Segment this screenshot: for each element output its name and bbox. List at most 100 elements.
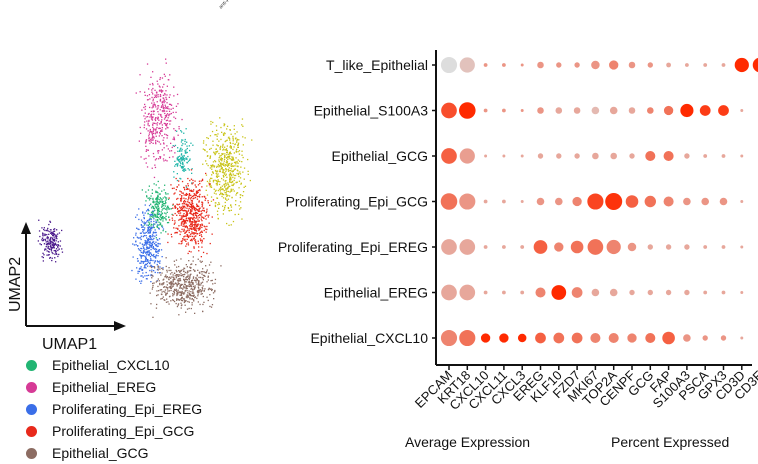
expression-dot xyxy=(703,245,708,249)
umap-cell-point xyxy=(155,129,157,131)
umap-cell-point xyxy=(198,220,200,222)
umap-cell-point xyxy=(183,205,185,208)
umap-cell-point xyxy=(194,209,196,211)
umap-cell-point xyxy=(151,243,153,245)
umap-cell-point xyxy=(195,232,197,234)
umap-cell-point xyxy=(155,139,157,142)
umap-cell-point xyxy=(222,153,224,155)
umap-cell-point xyxy=(198,281,200,284)
umap-cell-point xyxy=(161,124,163,126)
umap-cell-point xyxy=(157,180,159,183)
umap-cell-point xyxy=(160,298,162,300)
umap-cell-point xyxy=(191,220,194,223)
umap-cell-point xyxy=(143,217,145,220)
umap-cell-point xyxy=(156,80,158,82)
umap-cell-point xyxy=(203,209,205,212)
umap-cell-point xyxy=(214,278,217,281)
umap-cell-point xyxy=(173,95,175,97)
umap-cell-point xyxy=(138,270,141,273)
umap-cell-point xyxy=(176,159,178,161)
umap-cell-point xyxy=(192,269,195,271)
umap-cell-point xyxy=(151,269,153,271)
umap-cell-point xyxy=(173,128,175,130)
umap-cell-point xyxy=(168,96,170,98)
umap-cell-point xyxy=(201,242,203,244)
umap-cell-point xyxy=(207,200,209,202)
umap-cell-point xyxy=(168,108,170,110)
umap-cell-point xyxy=(191,231,193,233)
expression-dot xyxy=(628,107,636,114)
umap-cell-point xyxy=(161,205,163,207)
umap-cell-point xyxy=(209,305,211,308)
umap-cell-point xyxy=(178,128,180,130)
umap-cell-point xyxy=(56,238,58,240)
umap-cell-point xyxy=(194,239,196,241)
umap-cell-point xyxy=(149,226,151,228)
umap-cell-point xyxy=(137,272,139,274)
umap-cell-point xyxy=(194,194,196,197)
umap-cell-point xyxy=(144,264,146,266)
umap-cell-point xyxy=(188,260,190,262)
umap-cell-point xyxy=(53,246,55,248)
umap-cell-point xyxy=(162,139,164,141)
umap-cell-point xyxy=(172,138,174,140)
umap-cell-point xyxy=(37,240,39,242)
umap-cell-point xyxy=(171,146,173,149)
umap-cell-point xyxy=(185,158,187,160)
umap-cell-point xyxy=(150,203,152,205)
umap-cell-point xyxy=(154,271,156,274)
umap-cell-point xyxy=(146,240,148,242)
umap-cell-point xyxy=(175,231,177,234)
umap-cell-point xyxy=(143,232,145,234)
umap-cell-point xyxy=(162,94,165,96)
umap-cell-point xyxy=(233,174,235,177)
umap-cell-point xyxy=(195,230,198,232)
umap-cell-point xyxy=(229,137,231,140)
umap-cell-point xyxy=(191,222,193,224)
umap-cell-point xyxy=(161,130,163,132)
umap-cell-point xyxy=(163,278,165,280)
umap-cell-point xyxy=(209,148,211,150)
umap-cell-point xyxy=(149,236,152,239)
umap-cell-point xyxy=(191,280,193,282)
umap-cell-point xyxy=(159,260,161,262)
umap-cell-point xyxy=(220,158,222,160)
umap-cell-point xyxy=(229,185,231,187)
umap-cell-point xyxy=(61,229,63,232)
umap-cell-point xyxy=(239,208,241,210)
umap-cell-point xyxy=(189,293,192,296)
umap-cell-point xyxy=(158,127,161,129)
umap-cell-point xyxy=(166,298,168,300)
umap-cell-point xyxy=(184,235,186,237)
umap-cell-point xyxy=(207,299,209,302)
umap-cell-point xyxy=(201,224,203,226)
umap-cell-point xyxy=(161,105,163,107)
umap-cell-point xyxy=(187,275,189,278)
umap-cell-point xyxy=(192,218,194,220)
umap-cell-point xyxy=(156,131,158,133)
umap-cell-point xyxy=(186,158,188,160)
umap-cell-point xyxy=(152,231,155,233)
umap-cell-point xyxy=(189,227,191,230)
umap-cell-point xyxy=(146,221,148,223)
umap-cell-point xyxy=(201,293,203,295)
umap-cell-point xyxy=(225,174,227,177)
umap-cell-point xyxy=(158,218,161,220)
umap-cell-point xyxy=(183,274,185,276)
umap-cell-point xyxy=(166,281,168,283)
umap-cell-point xyxy=(138,249,141,251)
umap-cell-point xyxy=(232,138,234,140)
umap-cell-point xyxy=(150,213,152,215)
umap-cell-point xyxy=(178,314,180,316)
umap-cell-point xyxy=(218,175,220,177)
umap-cell-point xyxy=(168,115,170,117)
umap-cell-point xyxy=(186,161,188,164)
umap-cell-point xyxy=(214,289,216,292)
umap-cell-point xyxy=(206,194,209,196)
umap-cell-point xyxy=(50,231,53,233)
umap-cell-point xyxy=(197,301,199,303)
umap-cell-point xyxy=(151,254,153,257)
umap-cell-point xyxy=(168,120,170,122)
umap-cell-point xyxy=(150,244,153,247)
umap-cell-point xyxy=(154,257,157,259)
